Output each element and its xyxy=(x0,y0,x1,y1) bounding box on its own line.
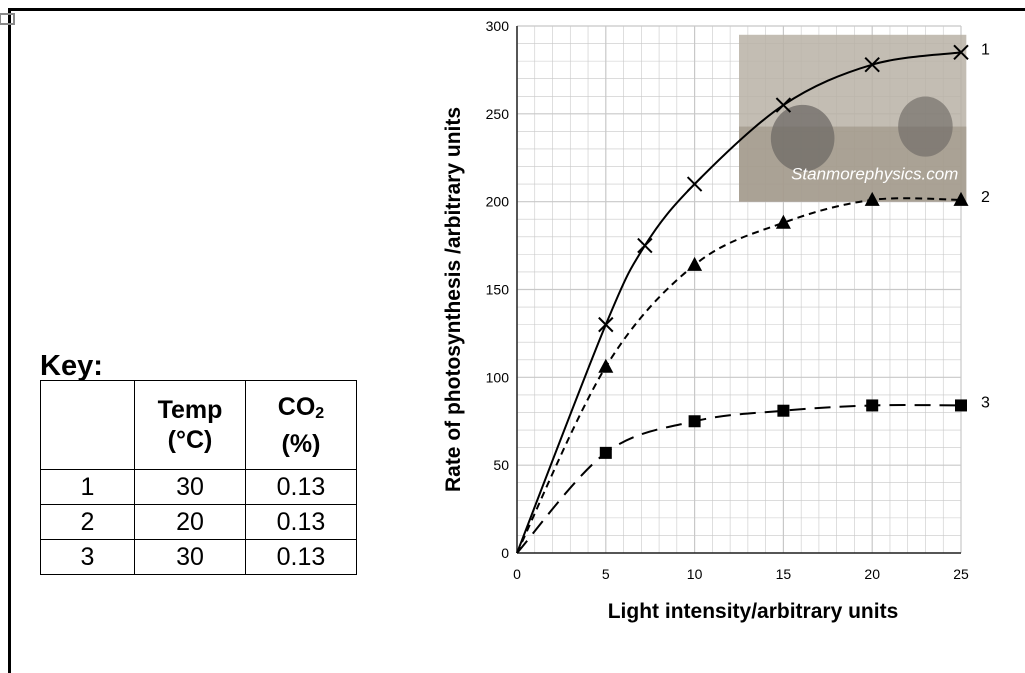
series-3-point xyxy=(866,399,879,412)
series-3-point xyxy=(955,399,967,412)
key-row: 3 30 0.13 xyxy=(40,539,357,575)
x-axis-title: Light intensity/arbitrary units xyxy=(608,600,899,623)
key-header-temp-line1: Temp xyxy=(157,396,223,424)
series-2-point xyxy=(864,191,880,206)
x-tick-label: 10 xyxy=(687,566,703,582)
key-header-id xyxy=(40,380,135,470)
watermark-text: Stanmorephysics.com xyxy=(791,165,958,184)
watermark-plant-pot xyxy=(898,96,953,157)
series-2-point xyxy=(687,256,703,271)
key-row: 2 20 0.13 xyxy=(40,504,357,540)
series-3-point xyxy=(777,404,790,417)
series-1-point xyxy=(953,44,969,61)
frame-top-border xyxy=(8,8,1025,11)
key-header-temp-line2: (°C) xyxy=(167,426,213,454)
y-tick-label: 300 xyxy=(486,18,510,34)
key-table: Temp (°C) CO2 (%) 1 30 0.13 2 20 0.13 3 … xyxy=(40,380,357,575)
series-3-line xyxy=(516,404,962,554)
key-header-co2-line2: (%) xyxy=(281,429,321,458)
series-2-point xyxy=(598,358,614,373)
y-tick-label: 100 xyxy=(486,369,510,385)
key-header-temp: Temp (°C) xyxy=(134,380,246,470)
series-1-point xyxy=(864,56,880,73)
photosynthesis-chart: Stanmorephysics.com 0 50 100 150 200 250 300 0 5 1… xyxy=(442,18,990,623)
x-tick-label: 5 xyxy=(602,566,610,582)
x-tick-label: 15 xyxy=(776,566,792,582)
x-tick-label: 20 xyxy=(864,566,880,582)
key-header-co2-sub: 2 xyxy=(315,404,325,422)
key-cell-id: 3 xyxy=(40,539,135,575)
series-2-line xyxy=(516,197,962,554)
key-cell-id: 1 xyxy=(40,469,135,505)
key-header-co2-main: CO xyxy=(277,392,316,421)
key-cell-co2: 0.13 xyxy=(245,469,357,505)
key-row: 1 30 0.13 xyxy=(40,469,357,505)
y-tick-label: 250 xyxy=(486,106,510,122)
series-1-label: 1 xyxy=(981,41,990,58)
y-axis-title: Rate of photosynthesis /arbitrary units xyxy=(442,107,465,492)
key-cell-co2: 0.13 xyxy=(245,504,357,540)
key-cell-temp: 30 xyxy=(134,469,246,505)
y-tick-label: 200 xyxy=(486,194,510,210)
series-3-point xyxy=(599,446,612,459)
series-2-point xyxy=(775,214,791,229)
series-3-point xyxy=(688,415,701,428)
series-1-point xyxy=(686,176,703,192)
series-1-point xyxy=(598,316,614,333)
key-cell-temp: 30 xyxy=(134,539,246,575)
frame-left-border xyxy=(8,8,11,673)
series-1-point xyxy=(637,237,653,254)
key-header-co2-line1: CO2 xyxy=(246,392,356,429)
key-cell-id: 2 xyxy=(40,504,135,540)
key-cell-co2: 0.13 xyxy=(245,539,357,575)
y-tick-label: 0 xyxy=(501,545,509,561)
key-header-co2: CO2 (%) xyxy=(245,380,357,470)
corner-fragment-icon xyxy=(0,13,15,25)
key-title: Key: xyxy=(40,350,103,382)
x-tick-label: 25 xyxy=(953,566,969,582)
y-tick-label: 50 xyxy=(493,457,509,473)
key-cell-temp: 20 xyxy=(134,504,246,540)
x-tick-label: 0 xyxy=(513,566,521,582)
series-3-label: 3 xyxy=(981,394,990,411)
watermark-plant-pot xyxy=(770,104,835,172)
series-2-label: 2 xyxy=(981,189,990,206)
series-1-point xyxy=(775,97,792,113)
series-2-point xyxy=(953,191,969,206)
y-tick-label: 150 xyxy=(486,282,510,298)
key-header-row: Temp (°C) CO2 (%) xyxy=(40,380,357,470)
